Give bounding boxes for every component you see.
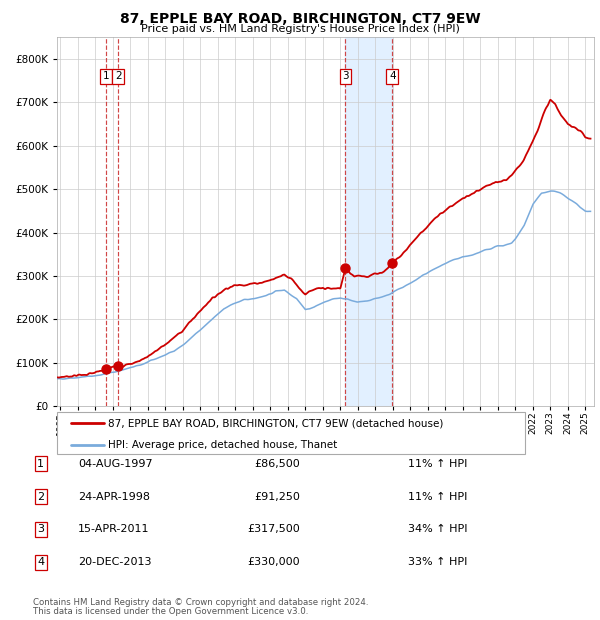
Text: 87, EPPLE BAY ROAD, BIRCHINGTON, CT7 9EW (detached house): 87, EPPLE BAY ROAD, BIRCHINGTON, CT7 9EW…	[109, 418, 444, 428]
Text: £91,250: £91,250	[254, 492, 300, 502]
Text: 4: 4	[37, 557, 44, 567]
Text: 24-APR-1998: 24-APR-1998	[78, 492, 150, 502]
Text: 04-AUG-1997: 04-AUG-1997	[78, 459, 152, 469]
Bar	[346, 37, 392, 406]
Text: 1: 1	[37, 459, 44, 469]
Text: £317,500: £317,500	[247, 525, 300, 534]
FancyBboxPatch shape	[57, 412, 525, 454]
Text: 20-DEC-2013: 20-DEC-2013	[78, 557, 151, 567]
Text: HPI: Average price, detached house, Thanet: HPI: Average price, detached house, Than…	[109, 440, 338, 450]
Text: Contains HM Land Registry data © Crown copyright and database right 2024.: Contains HM Land Registry data © Crown c…	[33, 598, 368, 607]
Text: 11% ↑ HPI: 11% ↑ HPI	[408, 492, 467, 502]
Text: 4: 4	[389, 71, 395, 81]
Text: £330,000: £330,000	[247, 557, 300, 567]
Text: 33% ↑ HPI: 33% ↑ HPI	[408, 557, 467, 567]
Text: £86,500: £86,500	[254, 459, 300, 469]
Text: 3: 3	[37, 525, 44, 534]
Text: 87, EPPLE BAY ROAD, BIRCHINGTON, CT7 9EW: 87, EPPLE BAY ROAD, BIRCHINGTON, CT7 9EW	[119, 12, 481, 27]
Text: 2: 2	[37, 492, 44, 502]
Text: Price paid vs. HM Land Registry's House Price Index (HPI): Price paid vs. HM Land Registry's House …	[140, 24, 460, 33]
Text: 34% ↑ HPI: 34% ↑ HPI	[408, 525, 467, 534]
Text: 1: 1	[103, 71, 109, 81]
Text: 11% ↑ HPI: 11% ↑ HPI	[408, 459, 467, 469]
Text: 2: 2	[115, 71, 122, 81]
Text: This data is licensed under the Open Government Licence v3.0.: This data is licensed under the Open Gov…	[33, 608, 308, 616]
Text: 15-APR-2011: 15-APR-2011	[78, 525, 149, 534]
Text: 3: 3	[342, 71, 349, 81]
